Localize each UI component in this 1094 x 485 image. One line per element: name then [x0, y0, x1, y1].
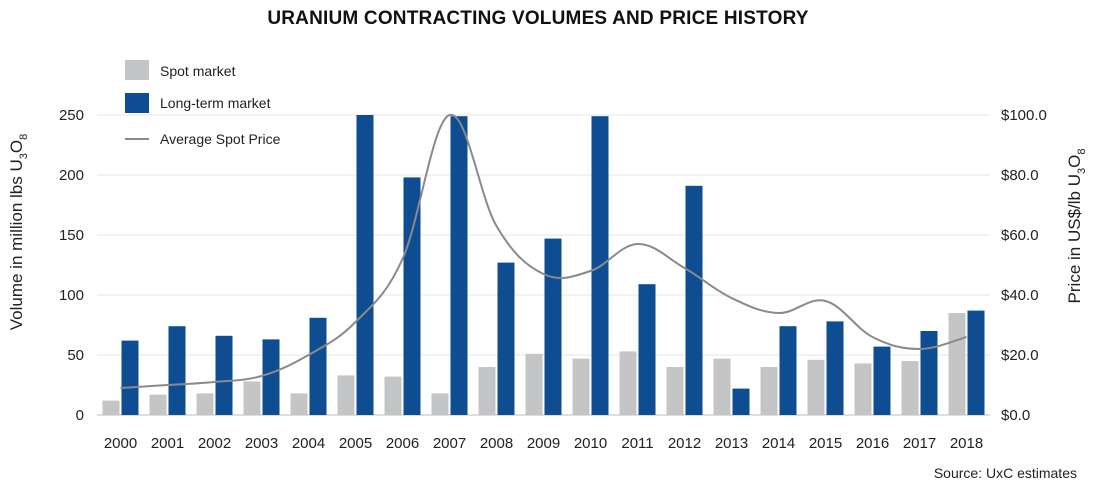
bar-longterm-2018 [967, 310, 985, 415]
bar-spot-2011 [619, 351, 637, 415]
bar-spot-2010 [572, 358, 590, 415]
bar-spot-2005 [337, 375, 355, 415]
x-tick-2005: 2005 [339, 435, 372, 452]
x-tick-2004: 2004 [292, 435, 325, 452]
price-line [120, 113, 967, 389]
legend-swatch-spot [125, 60, 149, 80]
bar-spot-2000 [102, 400, 120, 415]
left-axis-title-mid: O [7, 140, 26, 153]
bar-spot-2004 [290, 393, 308, 415]
bar-spot-2003 [243, 381, 261, 415]
left-axis-title-base: Volume in million lbs U [7, 159, 26, 330]
x-tick-2012: 2012 [668, 435, 701, 452]
right-axis-title-sub2: 8 [1076, 149, 1088, 155]
right-axis-title: Price in US$/lb U3O8 [1065, 149, 1088, 304]
bar-spot-2013 [713, 358, 731, 415]
x-tick-2015: 2015 [809, 435, 842, 452]
legend-swatch-longterm [125, 93, 149, 113]
x-tick-2001: 2001 [151, 435, 184, 452]
bar-longterm-2015 [826, 321, 844, 415]
x-tick-2011: 2011 [621, 435, 653, 452]
bar-longterm-2009 [544, 238, 562, 415]
x-tick-2007: 2007 [433, 435, 466, 452]
left-tick-100: 100 [59, 287, 84, 304]
bar-longterm-2016 [873, 346, 891, 415]
right-axis-title-base: Price in US$/lb U [1065, 174, 1084, 303]
x-tick-2017: 2017 [903, 435, 936, 452]
bar-longterm-2006 [403, 177, 421, 415]
right-tick-$40.0: $40.0 [1001, 287, 1039, 304]
bar-spot-2012 [666, 367, 684, 415]
x-axis-ticks: 2000 2001 2002 2003 2004 2005 2006 2007 2008 2009… [104, 435, 983, 452]
left-axis-title-sub2: 8 [18, 134, 30, 140]
right-tick-$100.0: $100.0 [1001, 107, 1047, 124]
right-axis-title-mid: O [1065, 155, 1084, 168]
x-tick-2010: 2010 [574, 435, 607, 452]
bar-spot-2015 [807, 359, 825, 415]
bar-longterm-2011 [638, 284, 656, 415]
bar-longterm-2013 [732, 388, 750, 415]
bar-spot-2009 [525, 353, 543, 415]
bar-spot-2001 [149, 394, 167, 415]
bar-longterm-2017 [920, 331, 938, 415]
x-tick-2008: 2008 [480, 435, 513, 452]
x-tick-2003: 2003 [245, 435, 278, 452]
bar-longterm-2004 [309, 317, 327, 415]
right-tick-$80.0: $80.0 [1001, 167, 1039, 184]
legend-label-spot: Spot market [160, 63, 236, 79]
bar-spot-2006 [384, 376, 402, 415]
left-axis-title: Volume in million lbs U3O8 [7, 134, 30, 331]
legend: Spot market Long-term market Average Spo… [125, 60, 281, 147]
x-tick-2002: 2002 [198, 435, 231, 452]
bar-spot-2018 [948, 313, 966, 415]
bar-spot-2014 [760, 367, 778, 415]
bar-longterm-2008 [497, 262, 515, 415]
left-tick-150: 150 [59, 227, 84, 244]
right-tick-$20.0: $20.0 [1001, 347, 1039, 364]
x-tick-2016: 2016 [856, 435, 889, 452]
left-axis-title-sub1: 3 [18, 153, 30, 159]
x-tick-2018: 2018 [950, 435, 983, 452]
left-tick-250: 250 [59, 107, 84, 124]
legend-label-price: Average Spot Price [160, 131, 281, 147]
bar-longterm-2001 [168, 326, 186, 415]
bar-longterm-2012 [685, 185, 703, 415]
x-tick-2013: 2013 [715, 435, 748, 452]
left-tick-50: 50 [67, 347, 84, 364]
bar-longterm-2014 [779, 326, 797, 415]
right-axis-ticks: $0.0 $20.0 $40.0 $60.0 $80.0 $100.0 [1001, 107, 1047, 424]
legend-label-longterm: Long-term market [160, 95, 271, 111]
right-tick-$0.0: $0.0 [1001, 407, 1030, 424]
x-tick-2006: 2006 [386, 435, 419, 452]
x-tick-2014: 2014 [762, 435, 795, 452]
bar-spot-2008 [478, 367, 496, 415]
bar-longterm-2000 [121, 340, 139, 415]
bar-spot-2016 [854, 363, 872, 415]
source-note: Source: UxC estimates [934, 465, 1077, 481]
x-tick-2000: 2000 [104, 435, 137, 452]
chart-title: URANIUM CONTRACTING VOLUMES AND PRICE HI… [267, 8, 808, 29]
bar-longterm-2003 [262, 339, 280, 415]
bar-spot-2007 [431, 393, 449, 415]
bar-spot-2002 [196, 393, 214, 415]
left-tick-0: 0 [76, 407, 84, 424]
right-tick-$60.0: $60.0 [1001, 227, 1039, 244]
right-axis-title-sub1: 3 [1076, 168, 1088, 174]
bar-longterm-2007 [450, 116, 468, 415]
bars [102, 115, 985, 415]
price-line-path [120, 113, 967, 389]
x-tick-2009: 2009 [527, 435, 560, 452]
bar-spot-2017 [901, 361, 919, 415]
bar-longterm-2005 [356, 115, 374, 415]
left-axis-ticks: 0 50 100 150 200 250 [59, 107, 84, 424]
left-tick-200: 200 [59, 167, 84, 184]
bar-longterm-2002 [215, 335, 233, 415]
